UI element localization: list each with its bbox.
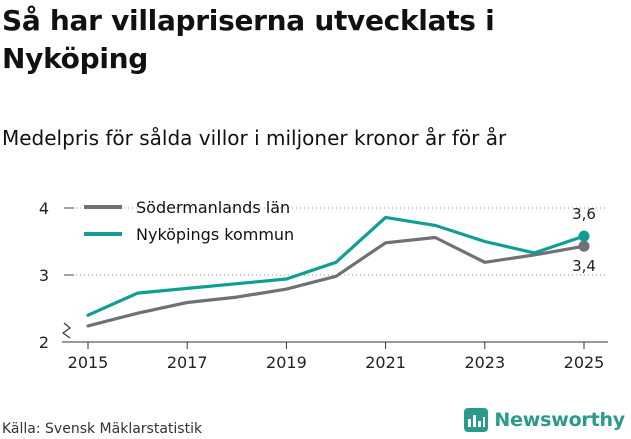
legend-label-0: Södermanlands län [136,198,290,217]
newsworthy-brand[interactable]: Newsworthy [464,408,625,432]
line-chart: 2 3 4 2015 2017 2019 2021 2023 2025 3,4 3,6 Söderma… [0,185,631,395]
series-end-label-1: 3,6 [572,205,596,223]
y-tick-label-4: 4 [39,199,49,218]
newsworthy-logo-icon [464,408,488,432]
chart-title: Så har villapriserna utvecklats i Nyköpi… [2,2,622,78]
x-tick-label-2025: 2025 [564,353,605,372]
y-tick-label-2: 2 [39,333,49,352]
series-end-point-1 [579,231,590,242]
x-tick-label-2017: 2017 [167,353,208,372]
series-end-point-0 [579,241,590,252]
y-tick-label-3: 3 [39,266,49,285]
series-line-0 [88,238,584,326]
series-end-label-0: 3,4 [572,257,596,275]
brand-name: Newsworthy [494,409,625,431]
source-note: Källa: Svensk Mäklarstatistik [2,420,202,438]
x-tick-label-2021: 2021 [365,353,406,372]
x-tick-label-2023: 2023 [464,353,505,372]
chart-subtitle: Medelpris för sålda villor i miljoner kr… [2,124,506,152]
legend-label-1: Nyköpings kommun [136,225,294,244]
y-axis-break-symbol [63,323,70,338]
x-tick-label-2019: 2019 [266,353,307,372]
x-tick-label-2015: 2015 [68,353,109,372]
